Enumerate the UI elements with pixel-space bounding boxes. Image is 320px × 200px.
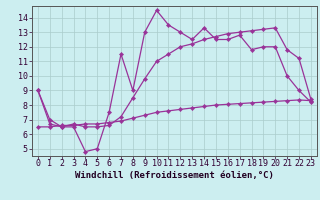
X-axis label: Windchill (Refroidissement éolien,°C): Windchill (Refroidissement éolien,°C) [75, 171, 274, 180]
